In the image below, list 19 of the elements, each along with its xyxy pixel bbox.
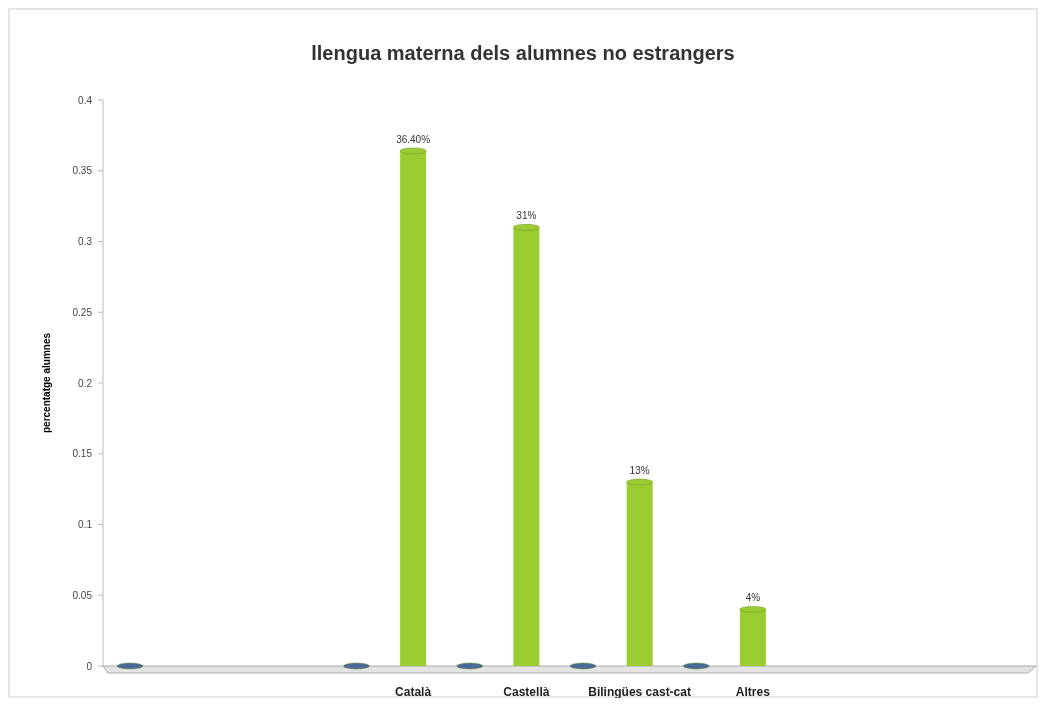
y-tick-label: 0.25 [72,306,93,318]
y-tick-label: 0.3 [78,236,93,247]
chart-title: llengua materna dels alumnes no estrangers [311,42,735,64]
y-tick-label: 0.2 [78,377,93,389]
x-tick-label: Castellà [503,685,550,699]
data-label: 36.40% [396,133,431,145]
y-tick-label: 0.4 [78,94,93,106]
x-tick-label: Bilingües cast-cat [588,685,691,699]
x-tick-label: Altres [735,685,771,699]
y-axis-title: percentatge alumnes [41,332,52,434]
y-tick-label: 0.35 [72,165,93,177]
y-tick-label: 0 [86,660,93,672]
data-label: 13% [629,465,650,477]
y-tick-label: 0.15 [72,448,93,460]
x-tick-label: Català [395,685,432,699]
y-tick-label: 0.1 [78,519,93,530]
y-tick-label: 0.05 [72,589,93,601]
data-label: 4% [745,592,761,604]
data-label: 31% [516,210,537,222]
